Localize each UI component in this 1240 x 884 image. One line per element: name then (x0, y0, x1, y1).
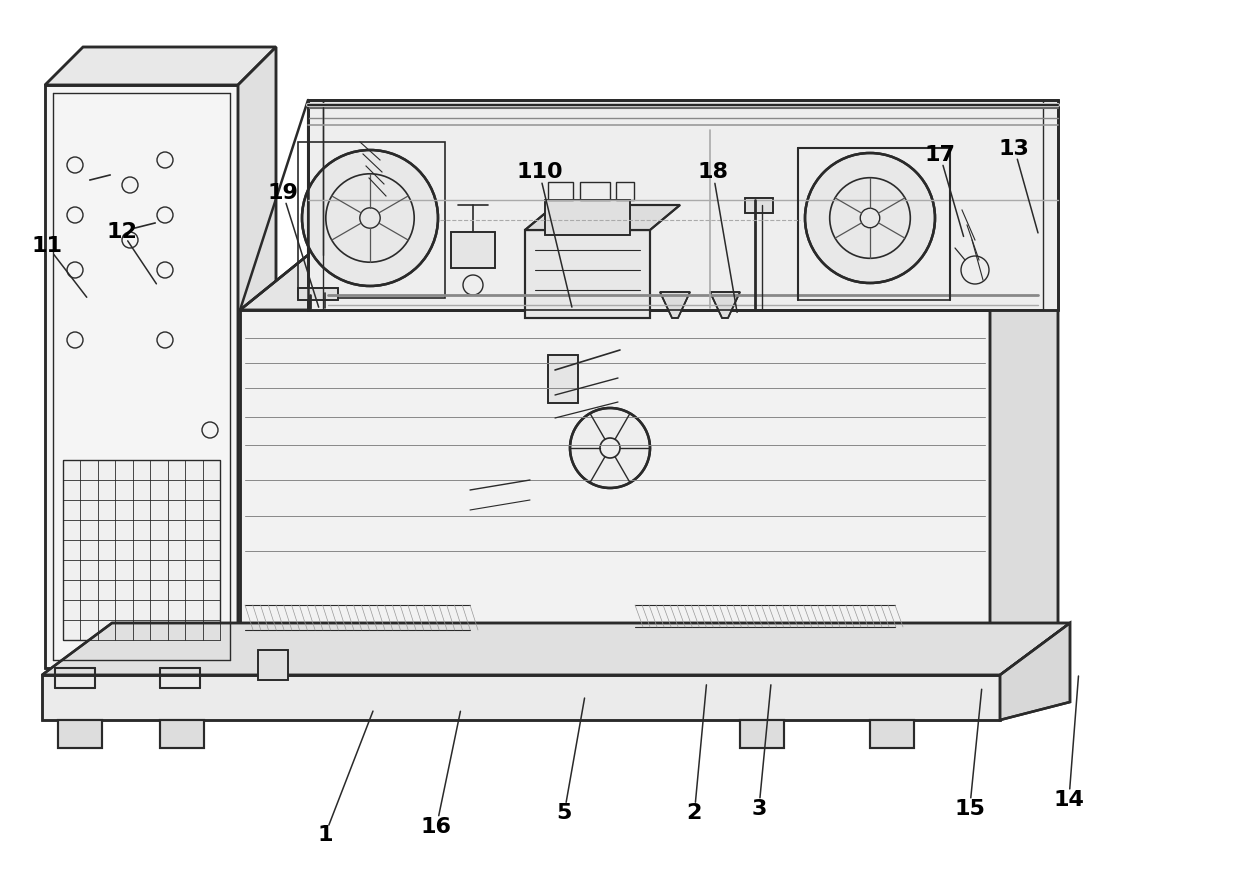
Polygon shape (241, 255, 1058, 310)
Text: 15: 15 (955, 799, 985, 819)
Text: 2: 2 (687, 804, 702, 823)
Polygon shape (870, 720, 914, 748)
Circle shape (570, 408, 650, 488)
Text: 1: 1 (317, 826, 332, 845)
Polygon shape (740, 720, 784, 748)
Bar (63, 460, 219, 640)
Bar (298, 288, 339, 300)
Bar (548, 182, 573, 200)
Polygon shape (160, 720, 205, 748)
Polygon shape (58, 720, 102, 748)
Polygon shape (525, 205, 680, 230)
Polygon shape (238, 47, 277, 668)
Text: 11: 11 (32, 236, 62, 255)
Polygon shape (42, 675, 999, 720)
Bar (258, 650, 288, 680)
Bar (546, 200, 630, 235)
Bar (546, 200, 630, 235)
Text: 3: 3 (751, 799, 766, 819)
Polygon shape (308, 100, 1058, 310)
Text: 14: 14 (1054, 790, 1084, 810)
Polygon shape (999, 623, 1070, 720)
Text: 19: 19 (268, 183, 298, 202)
Polygon shape (45, 47, 277, 85)
Text: 16: 16 (420, 817, 451, 836)
Circle shape (303, 150, 438, 286)
Polygon shape (711, 292, 740, 318)
Text: 13: 13 (999, 139, 1029, 158)
Text: 5: 5 (557, 804, 572, 823)
Bar (298, 288, 339, 300)
Bar (580, 182, 610, 200)
Bar (451, 232, 495, 268)
Bar (55, 668, 95, 688)
Polygon shape (42, 623, 1070, 675)
Text: 18: 18 (697, 163, 729, 182)
Bar (548, 355, 578, 403)
Circle shape (805, 153, 935, 283)
Text: 110: 110 (516, 163, 563, 182)
Text: 12: 12 (107, 222, 136, 241)
Polygon shape (241, 310, 990, 665)
Bar (160, 668, 200, 688)
Text: 17: 17 (924, 145, 955, 164)
Polygon shape (45, 85, 238, 668)
Polygon shape (990, 255, 1058, 665)
Bar (616, 182, 634, 200)
Bar (548, 355, 578, 403)
Bar (258, 650, 288, 680)
Polygon shape (660, 292, 689, 318)
Bar (745, 198, 773, 213)
Polygon shape (525, 230, 650, 318)
Bar (745, 198, 773, 213)
